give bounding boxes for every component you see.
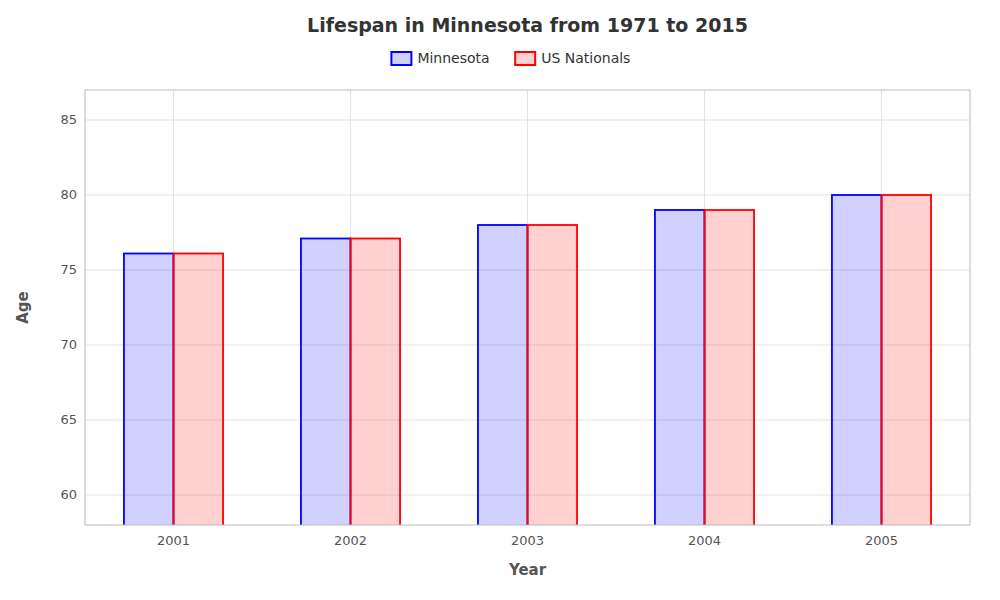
bar: [655, 210, 705, 525]
y-axis-label: Age: [14, 291, 32, 324]
x-tick-label: 2001: [157, 533, 190, 548]
x-tick-label: 2004: [688, 533, 721, 548]
bars: [124, 195, 931, 525]
legend: Minnesota US Nationals: [391, 50, 630, 66]
y-tick-label: 75: [60, 262, 77, 277]
x-tick-label: 2002: [334, 533, 367, 548]
legend-label: Minnesota: [417, 50, 489, 66]
y-tick-label: 80: [60, 187, 77, 202]
bar: [882, 195, 932, 525]
y-tick-label: 85: [60, 112, 77, 127]
x-axis-label: Year: [508, 561, 547, 579]
chart: 60 65 70 75 80 85 2001 2002 2003 2004 2005 Lifespan…: [0, 0, 1000, 600]
x-tick-label: 2003: [511, 533, 544, 548]
y-tick-label: 65: [60, 412, 77, 427]
y-tick-label: 60: [60, 487, 77, 502]
x-tick-label: 2005: [865, 533, 898, 548]
bar: [705, 210, 755, 525]
bar: [124, 254, 174, 526]
title: Lifespan in Minnesota from 1971 to 2015: [307, 14, 748, 36]
y-tick-label: 70: [60, 337, 77, 352]
bar: [301, 239, 351, 526]
bar: [832, 195, 882, 525]
bar: [528, 225, 578, 525]
bar: [174, 254, 224, 526]
plot-frame: [85, 90, 970, 525]
bar: [351, 239, 401, 526]
legend-label: US Nationals: [541, 50, 630, 66]
legend-swatch: [515, 52, 535, 65]
bar: [478, 225, 528, 525]
legend-swatch: [391, 52, 411, 65]
